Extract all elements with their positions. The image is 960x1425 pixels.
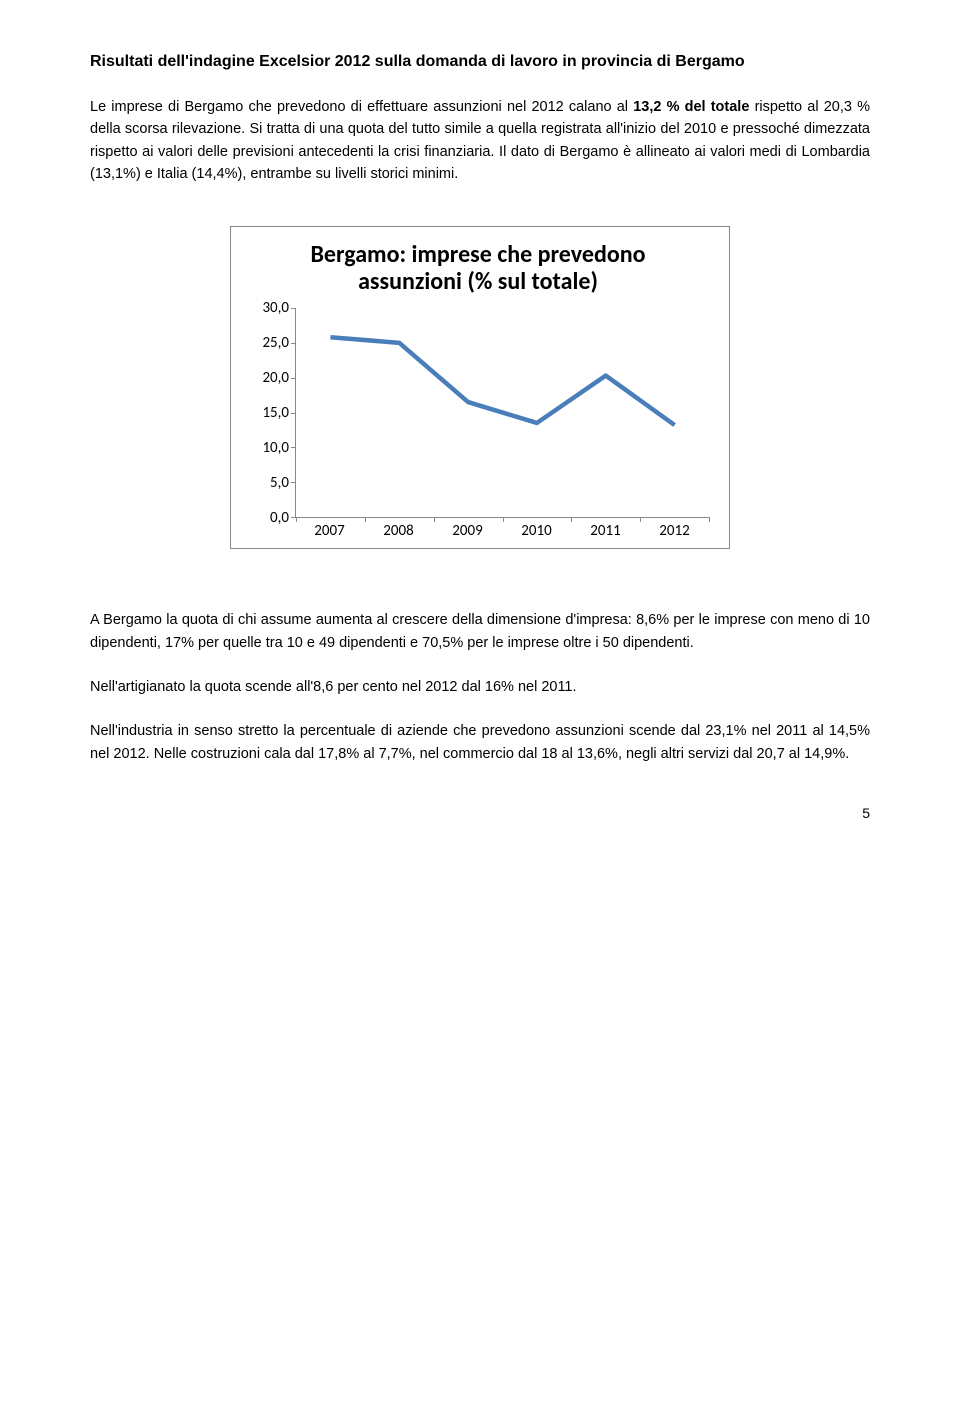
- chart-title: Bergamo: imprese che prevedono assunzion…: [247, 241, 709, 296]
- y-tick-mark: [291, 343, 296, 344]
- x-tick-label: 2012: [659, 522, 689, 540]
- y-axis: 0,05,010,015,020,025,030,0: [247, 308, 295, 518]
- p1-pre: Le imprese di Bergamo che prevedono di e…: [90, 99, 633, 115]
- page-number: 5: [90, 805, 870, 821]
- y-tick-label: 5,0: [270, 474, 289, 492]
- y-tick-mark: [291, 378, 296, 379]
- x-tick-label: 2007: [314, 522, 344, 540]
- paragraph-4: Nell'industria in senso stretto la perce…: [90, 720, 870, 765]
- y-tick-mark: [291, 447, 296, 448]
- chart-plot: [295, 308, 709, 518]
- y-tick-label: 20,0: [262, 369, 289, 387]
- paragraph-1: Le imprese di Bergamo che prevedono di e…: [90, 96, 870, 186]
- y-tick-label: 10,0: [262, 439, 289, 457]
- y-tick-mark: [291, 413, 296, 414]
- chart-container: Bergamo: imprese che prevedono assunzion…: [230, 226, 730, 549]
- x-axis-labels: 2007 2008 2009 2010 2011 2012: [295, 522, 709, 542]
- y-tick-mark: [291, 482, 296, 483]
- page-title: Risultati dell'indagine Excelsior 2012 s…: [90, 50, 870, 74]
- y-tick-label: 25,0: [262, 334, 289, 352]
- paragraph-2: A Bergamo la quota di chi assume aumenta…: [90, 609, 870, 654]
- y-tick-mark: [291, 308, 296, 309]
- x-tick-label: 2008: [383, 522, 413, 540]
- x-tick-label: 2011: [590, 522, 620, 540]
- chart-line: [296, 308, 709, 517]
- x-tick-label: 2010: [521, 522, 551, 540]
- chart-area: 0,05,010,015,020,025,030,0 2007200820092…: [247, 308, 709, 538]
- chart-title-line1: Bergamo: imprese che prevedono: [310, 240, 645, 269]
- x-tick-mark: [709, 517, 710, 522]
- chart-title-line2: assunzioni (% sul totale): [358, 267, 598, 296]
- paragraph-3: Nell'artigianato la quota scende all'8,6…: [90, 676, 870, 698]
- y-tick-label: 30,0: [262, 299, 289, 317]
- y-tick-label: 15,0: [262, 404, 289, 422]
- y-tick-label: 0,0: [270, 509, 289, 527]
- x-tick-label: 2009: [452, 522, 482, 540]
- p1-bold: 13,2 % del totale: [633, 99, 749, 115]
